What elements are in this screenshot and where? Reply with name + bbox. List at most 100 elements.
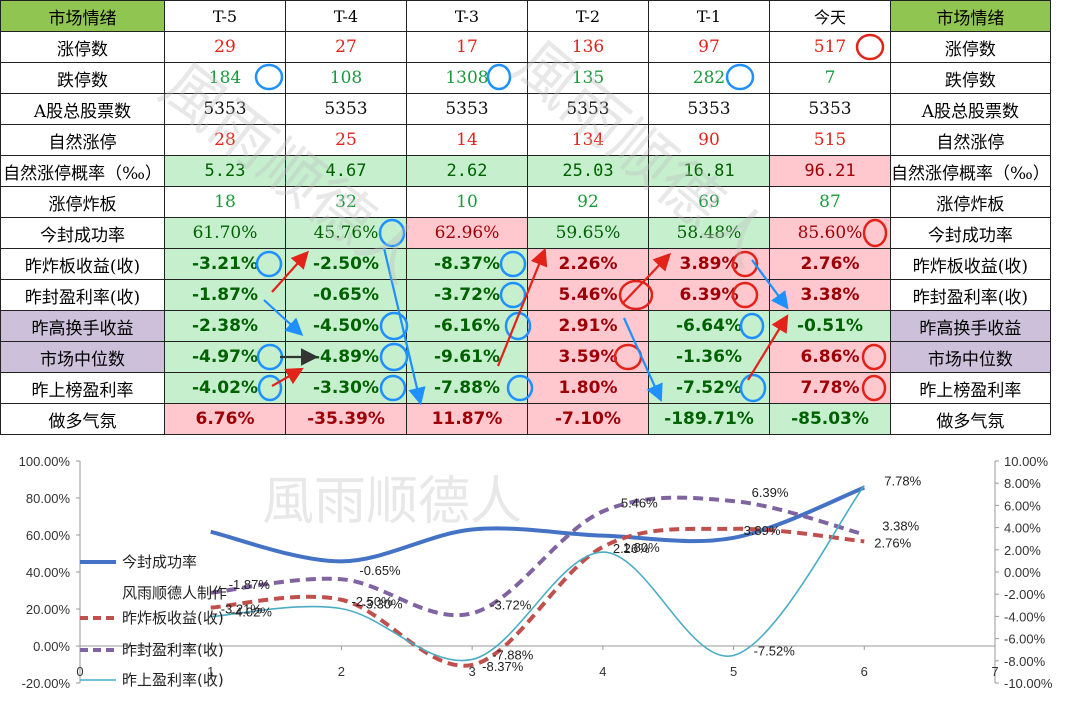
table-cell: 5.46%	[527, 279, 649, 311]
data-label: -4.02%	[231, 605, 273, 620]
table-cell: 5.23	[164, 155, 286, 187]
column-header: T-1	[648, 0, 770, 32]
table-cell: -85.03%	[769, 403, 891, 435]
table-cell: 6.76%	[164, 403, 286, 435]
table-cell: 11.87%	[406, 403, 528, 435]
data-label: 3.89%	[744, 523, 781, 538]
row-label-right: 做多气氛	[890, 403, 1051, 435]
row-label-right: 今封成功率	[890, 217, 1051, 249]
table-row: 做多气氛 6.76% -35.39% 11.87% -7.10% -189.71% -85.…	[0, 403, 1051, 435]
y-right-tick-label: 6.00%	[1004, 498, 1041, 513]
table-row: A股总股票数 5353 5353 5353 5353 5353 5353 A股总股票数	[0, 93, 1051, 125]
table-cell: 7	[769, 62, 891, 94]
row-label: 做多气氛	[0, 403, 165, 435]
table-cell: 5353	[164, 93, 286, 125]
table-cell: 28	[164, 124, 286, 156]
table-cell: 29	[164, 31, 286, 63]
row-label-right: 昨炸板收益(收)	[890, 248, 1051, 280]
data-label: -1.87%	[229, 577, 271, 592]
table-cell: -6.16%	[406, 310, 528, 342]
y-right-tick-label: -2.00%	[1004, 587, 1046, 602]
table-cell: 135	[527, 62, 649, 94]
table-cell: 5353	[769, 93, 891, 125]
legend-label: 昨炸板收益(收)	[122, 609, 224, 627]
table-cell: 2.26%	[527, 248, 649, 280]
table-cell: 25	[285, 124, 407, 156]
x-tick-label: 3	[469, 664, 476, 679]
data-label: -3.30%	[361, 597, 403, 612]
table-cell: 184	[164, 62, 286, 94]
table-cell: 282	[648, 62, 770, 94]
table-cell: 1.80%	[527, 372, 649, 404]
data-label: 2.26%	[613, 541, 650, 556]
table-cell: -1.87%	[164, 279, 286, 311]
data-label: -8.37%	[482, 659, 524, 674]
data-label: -0.65%	[359, 563, 401, 578]
x-tick-label: 2	[338, 664, 345, 679]
legend-note: 风雨顺德人制作	[122, 584, 227, 602]
y-left-tick-label: 0.00%	[33, 639, 70, 654]
data-label: 7.78%	[884, 474, 921, 489]
right-label: 市场情绪	[890, 0, 1051, 32]
header-row: 市场情绪 T-5 T-4 T-3 T-2 T-1 今天 市场情绪	[0, 0, 1051, 32]
table-cell: 5353	[648, 93, 770, 125]
table-cell: 2.91%	[527, 310, 649, 342]
data-label: 6.39%	[752, 485, 789, 500]
table-cell: 5353	[406, 93, 528, 125]
row-label: 自然涨停概率（‰）	[0, 155, 165, 187]
table-cell: 25.03	[527, 155, 649, 187]
table-cell: 517	[769, 31, 891, 63]
row-label: 昨炸板收益(收)	[0, 248, 165, 280]
data-label: -2.50%	[351, 594, 393, 609]
y-right-tick-label: -10.00%	[1004, 676, 1053, 691]
row-label-right: 自然涨停概率（‰）	[890, 155, 1051, 187]
table-cell: -4.89%	[285, 341, 407, 373]
column-header: T-2	[527, 0, 649, 32]
y-left-tick-label: 60.00%	[26, 528, 71, 543]
table-cell: -0.65%	[285, 279, 407, 311]
row-label-right: 涨停数	[890, 31, 1051, 63]
table-cell: 45.76%	[285, 217, 407, 249]
table-row: 昨炸板收益(收) -3.21% -2.50% -8.37% 2.26% 3.89% 2.76…	[0, 248, 1051, 280]
table-cell: -2.38%	[164, 310, 286, 342]
table-cell: 2.76%	[769, 248, 891, 280]
y-right-tick-label: -4.00%	[1004, 609, 1046, 624]
table-cell: 96.21	[769, 155, 891, 187]
y-left-tick-label: 20.00%	[26, 602, 71, 617]
table-cell: 108	[285, 62, 407, 94]
table-row: 涨停炸板 18 32 10 92 69 87 涨停炸板	[0, 186, 1051, 218]
table-cell: 97	[648, 31, 770, 63]
legend-label: 昨上盈利率(收)	[122, 671, 224, 689]
row-label: 今封成功率	[0, 217, 165, 249]
table-cell: 515	[769, 124, 891, 156]
table-cell: 27	[285, 31, 407, 63]
table-row: 昨高换手收益 -2.38% -4.50% -6.16% 2.91% -6.64% -0.51…	[0, 310, 1051, 342]
table-row: 市场中位数 -4.97% -4.89% -9.61% 3.59% -1.36% 6.86% 市…	[0, 341, 1051, 373]
legend-label: 今封成功率	[122, 553, 197, 571]
data-label: -3.21%	[221, 602, 263, 617]
row-label-right: 市场中位数	[890, 341, 1051, 373]
table-cell: 1308	[406, 62, 528, 94]
row-label-right: 昨上榜盈利率	[890, 372, 1051, 404]
table-cell: -3.72%	[406, 279, 528, 311]
row-label: 昨封盈利率(收)	[0, 279, 165, 311]
table-cell: 92	[527, 186, 649, 218]
row-label-right: A股总股票数	[890, 93, 1051, 125]
table-cell: 17	[406, 31, 528, 63]
row-label: 自然涨停	[0, 124, 165, 156]
y-left-tick-label: 40.00%	[26, 565, 71, 580]
table-cell: 61.70%	[164, 217, 286, 249]
table-cell: -6.64%	[648, 310, 770, 342]
table-row: 昨上榜盈利率 -4.02% -3.30% -7.88% 1.80% -7.52% 7.78%…	[0, 372, 1051, 404]
table-cell: -4.02%	[164, 372, 286, 404]
series-line	[210, 526, 865, 668]
chart-series	[210, 485, 866, 668]
table-cell: -7.88%	[406, 372, 528, 404]
table-row: 昨封盈利率(收) -1.87% -0.65% -3.72% 5.46% 6.39% 3.38…	[0, 279, 1051, 311]
table-cell: -4.97%	[164, 341, 286, 373]
table-cell: -2.50%	[285, 248, 407, 280]
table-cell: -0.51%	[769, 310, 891, 342]
y-right-tick-label: 4.00%	[1004, 521, 1041, 536]
column-header: 今天	[769, 0, 891, 32]
row-label: 昨高换手收益	[0, 310, 165, 342]
